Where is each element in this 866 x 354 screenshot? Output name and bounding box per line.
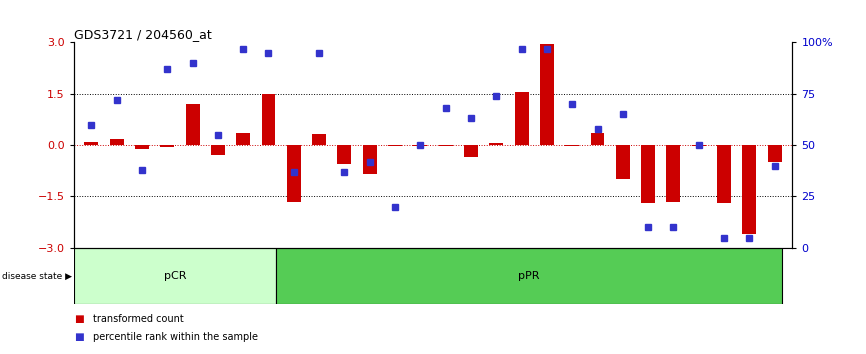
Text: ■: ■ (74, 332, 83, 342)
Text: pPR: pPR (519, 271, 540, 281)
Bar (236, 133, 250, 145)
Bar (185, 104, 199, 145)
Bar (74, 248, 276, 304)
Text: disease state ▶: disease state ▶ (2, 272, 72, 281)
Bar (464, 145, 478, 157)
Bar (692, 145, 706, 146)
Bar (84, 142, 98, 145)
Bar (276, 248, 782, 304)
Bar (439, 145, 453, 146)
Text: percentile rank within the sample: percentile rank within the sample (93, 332, 258, 342)
Bar (262, 94, 275, 145)
Bar (160, 145, 174, 147)
Bar (591, 133, 604, 145)
Bar (413, 145, 427, 146)
Bar (717, 145, 731, 203)
Bar (211, 145, 225, 155)
Bar (540, 44, 554, 145)
Text: ■: ■ (74, 314, 83, 324)
Bar (110, 139, 124, 145)
Bar (489, 143, 503, 145)
Bar (742, 145, 756, 234)
Bar (667, 145, 681, 202)
Bar (338, 145, 352, 164)
Bar (287, 145, 301, 202)
Bar (388, 145, 402, 146)
Text: GDS3721 / 204560_at: GDS3721 / 204560_at (74, 28, 211, 41)
Bar (616, 145, 630, 179)
Bar (135, 145, 149, 149)
Bar (768, 145, 782, 162)
Text: pCR: pCR (164, 271, 186, 281)
Bar (565, 145, 579, 146)
Bar (514, 92, 528, 145)
Bar (363, 145, 377, 174)
Bar (641, 145, 655, 203)
Bar (312, 134, 326, 145)
Text: transformed count: transformed count (93, 314, 184, 324)
